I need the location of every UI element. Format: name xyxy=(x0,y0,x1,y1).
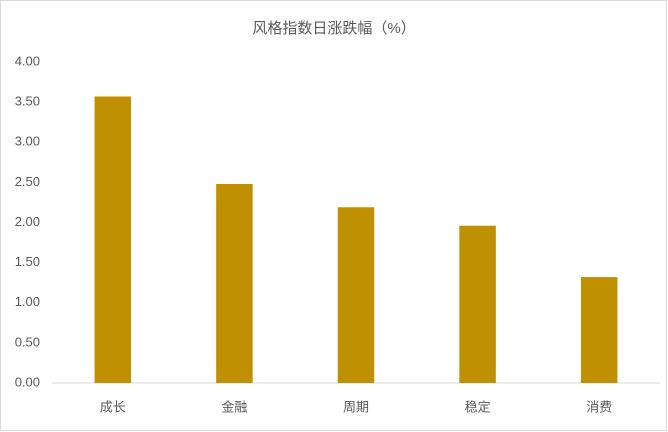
bar xyxy=(216,183,253,383)
bar xyxy=(580,277,618,383)
bar xyxy=(337,207,375,383)
x-tick-label: 周期 xyxy=(343,399,369,414)
x-tick-label: 成长 xyxy=(100,399,126,414)
y-tick-label: 4.00 xyxy=(15,53,40,68)
x-tick-label: 金融 xyxy=(221,399,247,414)
x-tick-label: 稳定 xyxy=(465,399,491,414)
y-tick-label: 1.00 xyxy=(15,294,40,309)
y-tick-label: 3.50 xyxy=(15,94,40,109)
y-tick-label: 0.50 xyxy=(15,334,40,349)
bar xyxy=(94,96,132,383)
y-tick-label: 0.00 xyxy=(15,374,40,389)
x-tick-label: 消费 xyxy=(586,399,612,414)
y-tick-label: 3.00 xyxy=(15,134,40,149)
y-tick-label: 2.50 xyxy=(15,174,40,189)
bar xyxy=(459,225,496,383)
y-tick-label: 1.50 xyxy=(15,254,40,269)
y-tick-label: 2.00 xyxy=(15,214,40,229)
chart-title: 风格指数日涨跌幅（%） xyxy=(252,20,415,37)
